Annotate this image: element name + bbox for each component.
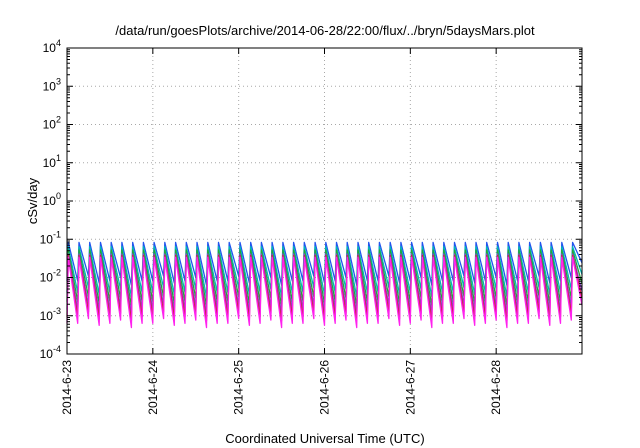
- y-tick-label: 103: [43, 76, 61, 93]
- y-tick-label: 100: [43, 191, 61, 208]
- x-tick-label: 2014-6-27: [403, 360, 417, 415]
- x-axis-label: Coordinated Universal Time (UTC): [225, 431, 424, 446]
- x-tick-label: 2014-6-23: [60, 360, 74, 415]
- x-tick-label: 2014-6-24: [146, 360, 160, 415]
- x-tick-label: 2014-6-25: [232, 360, 246, 415]
- x-axis: 2014-6-23 2014-6-24 2014-6-25 2014-6-26 2014…: [60, 48, 503, 415]
- y-tick-label: 101: [43, 153, 61, 170]
- x-tick-label: 2014-6-28: [489, 360, 503, 415]
- y-tick-label: 104: [43, 38, 61, 55]
- series-line: [66, 256, 583, 329]
- y-tick-label: 10-3: [40, 306, 61, 323]
- y-tick-label: 102: [43, 115, 61, 132]
- x-tick-label: 2014-6-26: [318, 360, 332, 415]
- plot-area: [66, 241, 583, 329]
- chart-title: /data/run/goesPlots/archive/2014-06-28/2…: [115, 23, 535, 38]
- y-tick-label: 10-1: [40, 229, 61, 246]
- plot-frame: [66, 47, 583, 355]
- y-axis-label: cSv/day: [25, 177, 40, 224]
- y-tick-label: 10-2: [40, 268, 61, 285]
- y-tick-label: 10-4: [40, 344, 61, 361]
